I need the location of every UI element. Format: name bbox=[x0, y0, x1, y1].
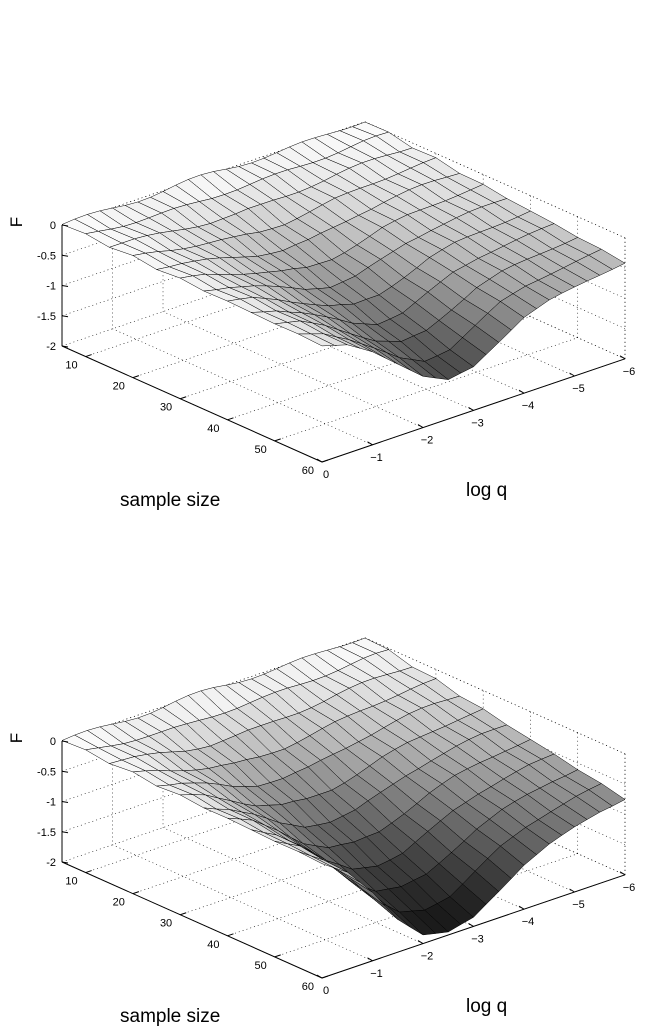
z-tick-mark bbox=[61, 285, 69, 287]
y-tick-label: 30 bbox=[160, 918, 172, 930]
x-tick-label: −1 bbox=[370, 452, 383, 464]
z-tick-mark bbox=[61, 224, 69, 227]
grid-line-x-6 bbox=[112, 207, 373, 446]
x-tick-mark bbox=[468, 406, 474, 411]
x-tick-mark bbox=[619, 871, 626, 876]
y-tick-label: 20 bbox=[113, 897, 125, 909]
y-tick-mark bbox=[132, 375, 140, 379]
y-tick-mark bbox=[321, 459, 329, 463]
y-tick-label: 60 bbox=[302, 981, 314, 993]
z-axis-label: F bbox=[7, 217, 26, 227]
z-tick-label: -1.5 bbox=[37, 311, 56, 323]
z-tick-mark bbox=[61, 770, 69, 773]
tick-labels: 0 -0.5 -1 -1.5 -2 10 20 30 40 50 60 0 −1 −2 −3 −4 −5 −6 bbox=[37, 220, 635, 481]
y-tick-label: 10 bbox=[65, 360, 77, 372]
y-tick-mark bbox=[85, 354, 92, 358]
x-axis-label: log q bbox=[466, 996, 507, 1017]
x-tick-label: −6 bbox=[623, 882, 636, 894]
y-tick-mark bbox=[85, 870, 92, 874]
z-tick-mark bbox=[61, 315, 69, 318]
x-tick-mark bbox=[468, 922, 474, 927]
chart-svg-bottom: 0 -0.5 -1 -1.5 -2 10 20 30 40 50 60 0 −1 −2 −3 −4 −5 −6 F… bbox=[7, 637, 635, 1027]
y-tick-label: 10 bbox=[65, 876, 77, 888]
z-axis-label: F bbox=[7, 733, 26, 743]
y-tick-mark bbox=[180, 396, 187, 400]
y-tick-mark bbox=[227, 933, 234, 937]
z-tick-label: -2 bbox=[46, 857, 56, 869]
z-tick-label: -2 bbox=[46, 341, 56, 353]
x-tick-mark bbox=[518, 389, 525, 394]
chart-svg-top: 0 -0.5 -1 -1.5 -2 10 20 30 40 50 60 0 −1 −2 −3 −4 −5 −6 F… bbox=[7, 121, 635, 511]
z-tick-label: -0.5 bbox=[37, 766, 56, 778]
x-tick-mark bbox=[367, 957, 373, 962]
x-tick-label: −4 bbox=[522, 916, 535, 928]
y-tick-label: 50 bbox=[254, 444, 266, 456]
x-tick-label: −5 bbox=[572, 383, 585, 395]
x-tick-mark bbox=[417, 424, 424, 429]
x-tick-label: −1 bbox=[370, 968, 383, 980]
z-tick-mark bbox=[61, 861, 69, 864]
x-tick-mark bbox=[619, 355, 626, 360]
surface-plot-bottom: 0 -0.5 -1 -1.5 -2 10 20 30 40 50 60 0 −1 −2 −3 −4 −5 −6 F… bbox=[0, 516, 663, 1032]
x-tick-label: −2 bbox=[421, 435, 434, 447]
z-tick-mark bbox=[61, 740, 69, 743]
grid-line-x-6 bbox=[112, 723, 373, 962]
y-axis-line bbox=[61, 345, 323, 463]
tick-labels: 0 -0.5 -1 -1.5 -2 10 20 30 40 50 60 0 −1 −2 −3 −4 −5 −6 bbox=[37, 736, 635, 997]
z-tick-label: -1 bbox=[46, 797, 56, 809]
x-tick-label: −2 bbox=[421, 951, 434, 963]
x-tick-label: 0 bbox=[323, 985, 329, 997]
x-tick-mark bbox=[569, 888, 575, 893]
x-tick-mark bbox=[316, 458, 323, 463]
surface-mesh bbox=[61, 637, 626, 936]
z-tick-label: -0.5 bbox=[37, 250, 56, 262]
z-tick-label: -1 bbox=[46, 281, 56, 293]
surface-patch-263 bbox=[298, 851, 335, 869]
x-tick-label: −4 bbox=[522, 400, 535, 412]
x-axis-label: log q bbox=[466, 480, 507, 501]
z-tick-mark bbox=[61, 254, 69, 257]
x-tick-mark bbox=[316, 974, 323, 979]
x-tick-label: −3 bbox=[471, 417, 484, 429]
y-tick-label: 50 bbox=[254, 960, 266, 972]
surface-patch-263 bbox=[298, 333, 335, 347]
x-tick-label: −3 bbox=[471, 933, 484, 945]
y-tick-mark bbox=[227, 417, 234, 421]
y-tick-label: 30 bbox=[160, 402, 172, 414]
y-tick-mark bbox=[274, 954, 281, 958]
x-tick-mark bbox=[569, 372, 575, 377]
y-axis-label: sample size bbox=[120, 1006, 220, 1027]
y-axis-line bbox=[61, 861, 323, 979]
z-tick-mark bbox=[61, 801, 69, 803]
surface-mesh bbox=[61, 121, 626, 380]
z-tick-label: 0 bbox=[50, 736, 56, 748]
grid-line-x-7 bbox=[162, 190, 424, 428]
y-tick-label: 40 bbox=[207, 939, 219, 951]
y-tick-mark bbox=[274, 438, 281, 442]
y-tick-mark bbox=[321, 975, 329, 979]
y-tick-mark bbox=[132, 891, 140, 895]
x-tick-label: −5 bbox=[572, 899, 585, 911]
x-tick-mark bbox=[417, 940, 424, 945]
z-tick-label: -1.5 bbox=[37, 827, 56, 839]
y-tick-label: 20 bbox=[113, 381, 125, 393]
z-tick-mark bbox=[61, 831, 69, 834]
x-tick-mark bbox=[518, 905, 525, 910]
y-tick-label: 60 bbox=[302, 465, 314, 477]
z-tick-label: 0 bbox=[50, 220, 56, 232]
x-tick-mark bbox=[367, 441, 373, 446]
x-tick-label: −6 bbox=[623, 366, 636, 378]
grid-line-x-7 bbox=[162, 706, 424, 944]
surface-plot-top: 0 -0.5 -1 -1.5 -2 10 20 30 40 50 60 0 −1 −2 −3 −4 −5 −6 F… bbox=[7, 121, 635, 511]
y-axis-label: sample size bbox=[120, 490, 220, 511]
z-tick-mark bbox=[61, 345, 69, 348]
y-tick-label: 40 bbox=[207, 423, 219, 435]
y-tick-mark bbox=[180, 912, 187, 916]
x-tick-label: 0 bbox=[323, 469, 329, 481]
